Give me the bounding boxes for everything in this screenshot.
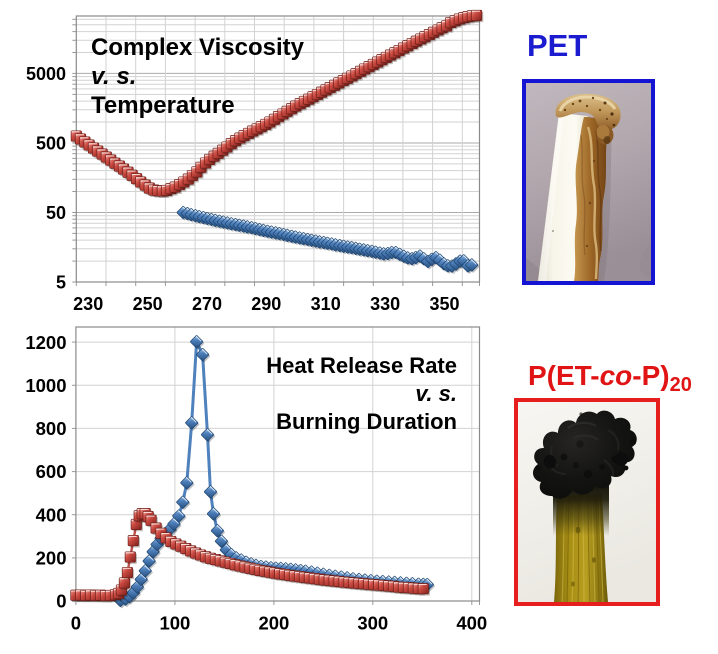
copolymer-label-subscript: 20 xyxy=(669,374,692,396)
title-line: Heat Release Rate xyxy=(266,353,457,378)
data-marker xyxy=(127,534,141,549)
data-marker xyxy=(203,484,219,501)
hrr-chart-title: Heat Release Rate v. s. Burning Duration xyxy=(266,352,457,436)
series-diamond xyxy=(176,205,481,275)
plot-border xyxy=(75,326,481,602)
series-square xyxy=(70,9,484,199)
viscosity-chart-title: Complex Viscosity v. s. Temperature xyxy=(91,33,304,120)
x-tick-label: 290 xyxy=(251,294,281,314)
title-line: v. s. xyxy=(91,63,137,90)
data-marker xyxy=(189,334,206,351)
plot-border xyxy=(75,15,481,283)
x-tick-label: 400 xyxy=(456,613,487,634)
y-tick-label: 200 xyxy=(36,548,67,569)
copolymer-label: P(ET-co-P)20 xyxy=(528,360,692,397)
data-marker xyxy=(417,582,431,597)
y-tick-label: 5 xyxy=(56,273,66,293)
x-tick-label: 230 xyxy=(73,294,103,314)
x-tick-label: 330 xyxy=(370,294,400,314)
x-tick-label: 310 xyxy=(311,294,341,314)
y-tick-label: 800 xyxy=(36,418,67,439)
y-tick-label: 1000 xyxy=(25,375,66,396)
data-marker xyxy=(175,495,192,511)
x-tick-label: 270 xyxy=(192,294,222,314)
copolymer-label-suffix: -P) xyxy=(632,360,670,391)
y-tick-label: 500 xyxy=(36,133,66,153)
data-marker xyxy=(118,577,132,591)
data-marker xyxy=(200,427,216,444)
title-line: v. s. xyxy=(415,381,457,406)
title-line: Complex Viscosity xyxy=(91,34,304,61)
y-tick-label: 0 xyxy=(56,591,66,612)
copolymer-specimen-photo xyxy=(514,398,660,606)
v-gridlines xyxy=(174,327,473,601)
data-marker xyxy=(179,475,196,492)
y-tick-label: 50 xyxy=(46,203,66,223)
x-tick-label: 250 xyxy=(133,294,163,314)
x-tick-label: 0 xyxy=(71,613,81,634)
hrr-chart: 0 200 400 600 800 1000 1200 0 100 200 300 400 xyxy=(25,326,487,634)
y-tick-label: 5000 xyxy=(26,64,66,84)
y-tick-label: 400 xyxy=(36,504,67,525)
copolymer-label-co: co xyxy=(599,360,633,391)
title-line: Burning Duration xyxy=(276,409,457,434)
tick-labels: 5 50 500 5000 230 250 270 290 310 330 350 xyxy=(26,64,460,314)
pet-photo-image xyxy=(526,83,651,281)
y-tick-label: 1200 xyxy=(25,332,66,353)
copolymer-label-prefix: P(ET- xyxy=(528,360,600,391)
series-square xyxy=(70,507,431,604)
x-tick-label: 100 xyxy=(159,613,190,634)
data-marker xyxy=(121,566,135,580)
pet-label: PET xyxy=(527,28,588,63)
x-tick-label: 350 xyxy=(429,294,459,314)
axis-ticks xyxy=(72,18,480,286)
data-marker xyxy=(124,551,138,565)
x-tick-label: 300 xyxy=(357,613,388,634)
tick-labels: 0 200 400 600 800 1000 1200 0 100 200 300 400 xyxy=(25,332,487,634)
y-tick-label: 600 xyxy=(36,461,67,482)
pet-specimen-photo xyxy=(522,79,655,285)
v-gridlines xyxy=(105,16,463,282)
title-line: Temperature xyxy=(91,92,235,119)
data-marker xyxy=(470,9,484,23)
copolymer-photo-image xyxy=(518,402,656,602)
data-marker xyxy=(195,347,212,364)
x-tick-label: 200 xyxy=(258,613,289,634)
viscosity-chart: 5 50 500 5000 230 250 270 290 310 330 350 xyxy=(26,9,484,314)
data-marker xyxy=(206,506,222,523)
copolymer-char-blob xyxy=(532,410,637,499)
